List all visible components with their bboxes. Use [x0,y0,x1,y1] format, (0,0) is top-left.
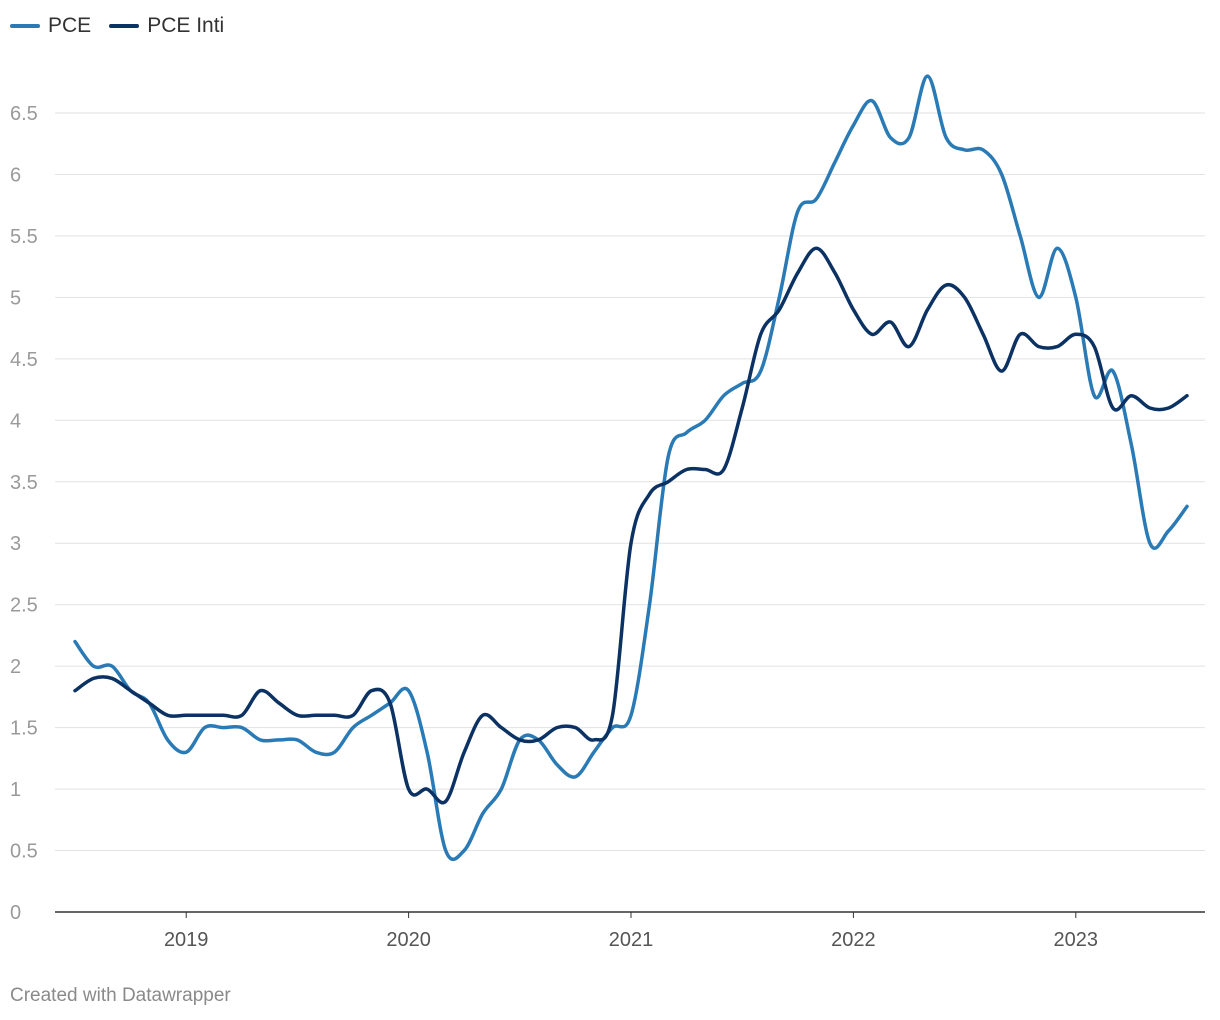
legend-label-pce: PCE [48,14,92,37]
y-tick-label: 6 [10,164,21,186]
y-tick-label: 0.5 [10,841,38,863]
legend-item-pce-inti: PCE Inti [109,14,224,38]
y-tick-label: 2 [10,656,21,678]
series-line-pce [73,74,1189,862]
y-tick-label: 4.5 [10,349,38,371]
y-tick-label: 4 [10,410,21,432]
x-tick-label: 2020 [386,929,431,951]
chart-legend: PCE PCE Inti [10,14,224,38]
legend-swatch-pce [10,24,40,28]
series-lines [73,74,1189,862]
y-tick-label: 5.5 [10,226,38,248]
y-tick-label: 5 [10,287,21,309]
legend-label-pce-inti: PCE Inti [147,14,225,37]
x-tick-label: 2022 [831,929,876,951]
y-tick-label: 3.5 [10,472,38,494]
y-tick-label: 0 [10,902,21,924]
x-axis-ticks: 2019 2020 2021 2022 2023 [164,912,1098,951]
x-tick-label: 2021 [609,929,654,951]
y-tick-label: 2.5 [10,595,38,617]
gridlines [55,112,1205,852]
y-tick-label: 1 [10,779,21,801]
x-tick-label: 2019 [164,929,209,951]
y-tick-label: 6.5 [10,103,38,125]
series-line-pce-inti [73,246,1189,805]
y-axis-ticks: 0 0.5 1 1.5 2 2.5 3 3.5 4 4.5 5 5.5 6 6.5 [10,103,38,924]
datawrapper-credit: Created with Datawrapper [10,985,231,1006]
x-tick-label: 2023 [1054,929,1099,951]
y-tick-label: 1.5 [10,718,38,740]
legend-swatch-pce-inti [109,24,140,28]
y-tick-label: 3 [10,533,21,555]
legend-item-pce: PCE [10,14,91,38]
